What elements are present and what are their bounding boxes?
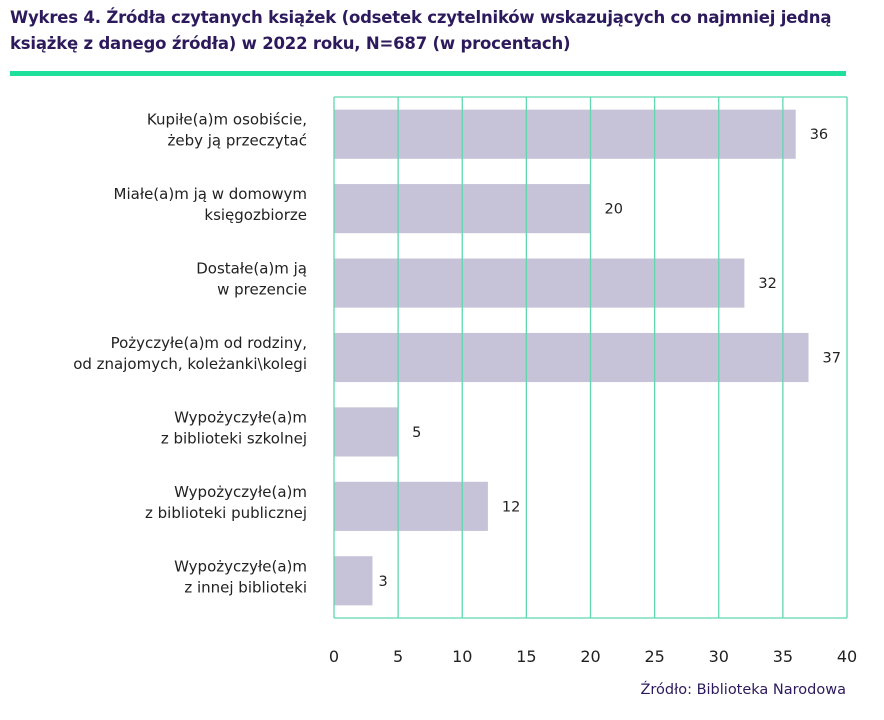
category-label: w prezencie	[217, 281, 307, 299]
x-tick-label: 0	[329, 647, 339, 666]
category-label: z innej biblioteki	[184, 578, 307, 596]
category-label: Wypożyczyłe(a)m	[174, 557, 307, 575]
source-note: Źródło: Biblioteka Narodowa	[640, 682, 846, 698]
data-label: 3	[378, 574, 387, 590]
title-divider	[10, 71, 846, 76]
category-label: Dostałe(a)m ją	[196, 260, 307, 278]
x-tick-label: 15	[516, 647, 536, 666]
bar	[334, 109, 796, 159]
bar	[334, 481, 488, 531]
data-label: 36	[810, 127, 828, 143]
category-label: Wypożyczyłe(a)m	[174, 483, 307, 501]
x-tick-label: 30	[709, 647, 729, 666]
x-tick-label: 20	[580, 647, 600, 666]
chart-title-line-1: Wykres 4. Źródła czytanych książek (odse…	[10, 8, 832, 27]
data-label: 5	[412, 425, 421, 441]
category-label: Wypożyczyłe(a)m	[174, 408, 307, 426]
chart-title: Wykres 4. Źródła czytanych książek (odse…	[10, 5, 860, 57]
data-label: 37	[823, 351, 841, 367]
category-label: Pożyczyłe(a)m od rodziny,	[111, 334, 307, 352]
data-label: 32	[758, 276, 776, 292]
bar	[334, 258, 745, 308]
category-label: z biblioteki publicznej	[145, 504, 307, 522]
bar	[334, 556, 373, 606]
bar	[334, 332, 809, 383]
chart-title-line-2: książkę z danego źródła) w 2022 roku, N=…	[10, 34, 571, 53]
x-tick-label: 25	[644, 647, 664, 666]
category-label: żeby ją przeczytać	[167, 132, 307, 150]
category-label: od znajomych, koleżanki\kolegi	[73, 355, 307, 373]
category-label: Miałe(a)m ją w domowym	[114, 185, 307, 203]
bar	[334, 407, 399, 457]
x-tick-label: 10	[452, 647, 472, 666]
data-label: 20	[605, 202, 623, 218]
category-label: z biblioteki szkolnej	[161, 429, 307, 447]
category-label: księgozbiorze	[204, 206, 307, 224]
x-tick-label: 35	[773, 647, 793, 666]
x-tick-label: 5	[393, 647, 403, 666]
category-label: Kupiłe(a)m osobiście,	[147, 111, 307, 129]
x-tick-label: 40	[837, 647, 857, 666]
data-label: 12	[502, 499, 520, 515]
